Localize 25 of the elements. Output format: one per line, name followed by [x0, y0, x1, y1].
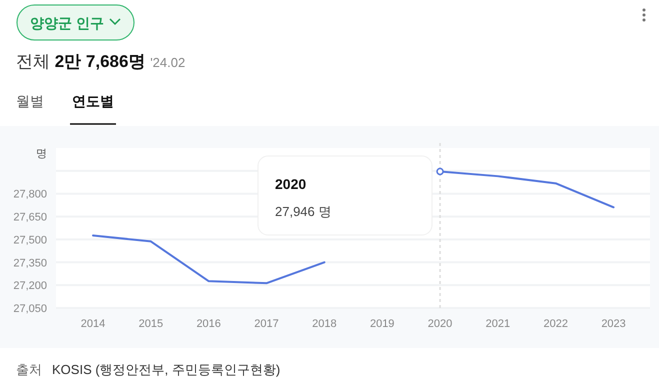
text: 출처	[16, 362, 42, 377]
chart-title: 양양군 인구	[30, 15, 104, 31]
text: 월별	[16, 93, 44, 109]
x-tick-label: 2014	[80, 318, 106, 330]
y-tick-label: 27,650	[13, 212, 47, 224]
x-tick-label: 2015	[138, 318, 164, 330]
text: KOSIS (행정안전부, 주민등록인구현황)	[52, 362, 280, 377]
y-tick-label: 27,200	[13, 280, 47, 292]
x-tick-label: 2020	[428, 318, 452, 330]
annotation: 27,946 명	[275, 204, 332, 219]
x-tick-label: 2023	[601, 318, 626, 330]
chart-subtitle: 전체 2만 7,686명 '24.02	[16, 52, 186, 71]
x-tick-label: 2022	[543, 318, 568, 330]
y-tick-label: 27,350	[13, 257, 47, 270]
x-tick-label: 2016	[196, 318, 221, 330]
annotation: 2020	[275, 176, 306, 192]
text: 연도별	[72, 93, 114, 109]
y-axis-title: 명	[36, 148, 47, 160]
x-tick-label: 2019	[370, 318, 394, 330]
x-tick-label: 2018	[312, 318, 337, 330]
x-tick-label: 2017	[254, 318, 279, 330]
x-tick-label: 2021	[486, 318, 510, 330]
y-tick-label: 27,500	[13, 234, 47, 246]
y-tick-label: 27,800	[13, 188, 47, 201]
y-tick-label: 27,050	[13, 303, 47, 315]
